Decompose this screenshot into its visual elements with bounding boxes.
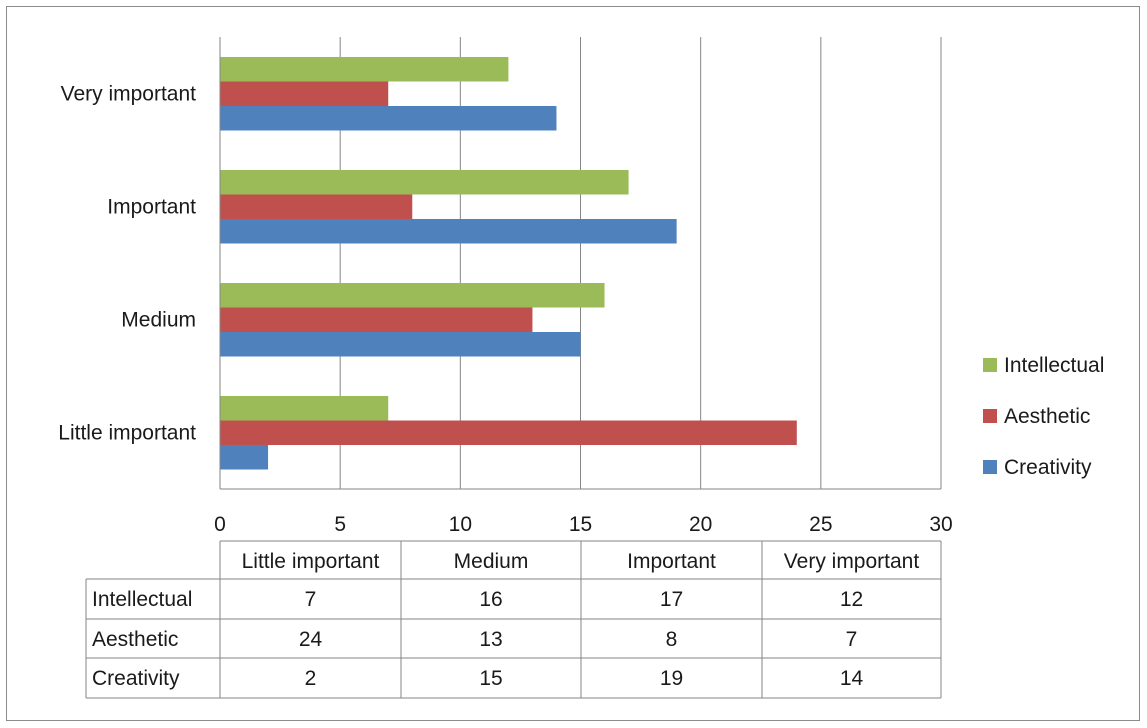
bar-aesthetic-little-important: [220, 420, 797, 445]
x-tick-label-5: 5: [334, 513, 346, 536]
table-cell-creativity-very-important: 14: [840, 667, 864, 690]
table-row-label-intellectual: Intellectual: [92, 588, 192, 611]
legend-swatch-aesthetic: [983, 409, 997, 423]
table-cell-aesthetic-important: 8: [666, 628, 678, 651]
legend-swatch-creativity: [983, 460, 997, 474]
bar-creativity-important: [220, 219, 677, 244]
bar-creativity-very-important: [220, 106, 557, 131]
x-tick-label-10: 10: [449, 513, 472, 536]
table-cell-intellectual-medium: 16: [479, 588, 502, 611]
category-label-medium: Medium: [121, 309, 196, 332]
table-cell-creativity-medium: 15: [479, 667, 502, 690]
table-cell-intellectual-important: 17: [660, 588, 683, 611]
category-label-important: Important: [107, 196, 196, 219]
x-tick-label-25: 25: [809, 513, 832, 536]
legend-label-aesthetic: Aesthetic: [1004, 405, 1090, 428]
chart-frame: [6, 6, 1140, 721]
bar-aesthetic-medium: [220, 307, 533, 332]
x-tick-label-15: 15: [569, 513, 592, 536]
x-tick-label-20: 20: [689, 513, 712, 536]
table-cell-intellectual-little-important: 7: [305, 588, 317, 611]
table-cell-aesthetic-medium: 13: [479, 628, 502, 651]
table-cell-creativity-little-important: 2: [305, 667, 317, 690]
bar-intellectual-important: [220, 170, 629, 195]
table-header-little-important: Little important: [242, 550, 380, 573]
bar-intellectual-little-important: [220, 396, 389, 421]
table-header-important: Important: [627, 550, 716, 573]
category-label-very-important: Very important: [61, 83, 197, 106]
bar-creativity-little-important: [220, 445, 269, 470]
table-row-label-aesthetic: Aesthetic: [92, 628, 178, 651]
bar-aesthetic-important: [220, 194, 413, 219]
legend-label-intellectual: Intellectual: [1004, 354, 1104, 377]
table-row-label-creativity: Creativity: [92, 667, 180, 690]
table-cell-intellectual-very-important: 12: [840, 588, 863, 611]
bar-intellectual-very-important: [220, 57, 509, 82]
legend-label-creativity: Creativity: [1004, 456, 1092, 479]
x-tick-label-30: 30: [929, 513, 952, 536]
table-cell-aesthetic-very-important: 7: [846, 628, 858, 651]
legend-swatch-intellectual: [983, 358, 997, 372]
table-cell-creativity-important: 19: [660, 667, 683, 690]
bar-intellectual-medium: [220, 283, 605, 308]
table-header-very-important: Very important: [784, 550, 920, 573]
category-label-little-important: Little important: [58, 422, 196, 445]
bar-creativity-medium: [220, 332, 581, 357]
x-tick-label-0: 0: [214, 513, 226, 536]
table-cell-aesthetic-little-important: 24: [299, 628, 323, 651]
bar-aesthetic-very-important: [220, 81, 389, 106]
table-header-medium: Medium: [454, 550, 529, 573]
